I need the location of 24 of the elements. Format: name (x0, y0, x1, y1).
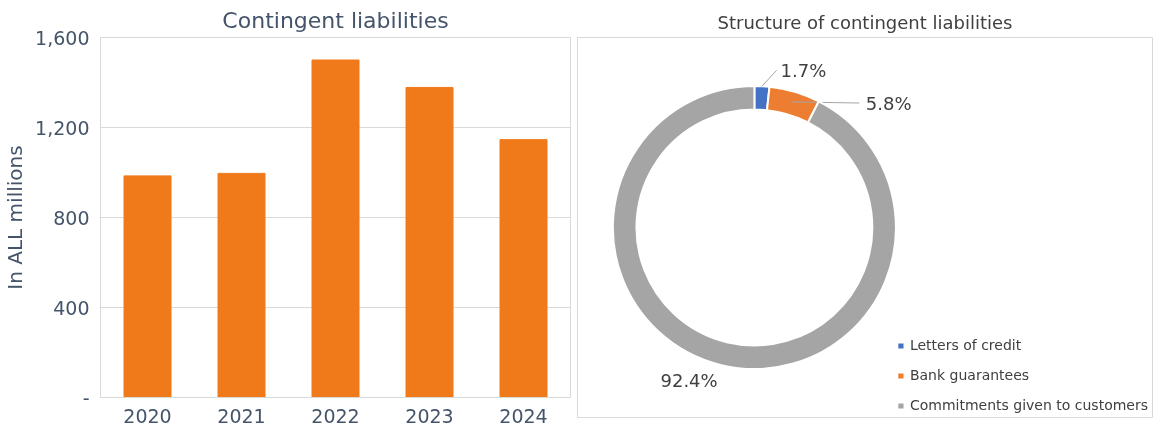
y-tick-label: - (82, 386, 90, 409)
bar (123, 175, 172, 398)
data-label: 92.4% (660, 369, 718, 391)
bar (499, 139, 548, 398)
y-tick-label: 1,600 (35, 26, 90, 49)
x-tick-label: 2020 (123, 404, 172, 427)
legend-label: Commitments given to customers (909, 397, 1148, 413)
bar (311, 59, 360, 398)
x-tick-label: 2023 (405, 404, 454, 427)
y-tick-label: 800 (53, 206, 90, 229)
x-tick-label: 2021 (217, 404, 266, 427)
data-label: 5.8% (865, 92, 912, 114)
chart-title: Contingent liabilities (222, 7, 449, 33)
legend-label: Bank guarantees (909, 367, 1030, 383)
bar (217, 172, 266, 398)
data-label: 1.7% (780, 59, 827, 81)
x-tick-label: 2024 (499, 404, 548, 427)
y-tick-label: 400 (53, 296, 90, 319)
x-tick-label: 2022 (311, 404, 360, 427)
bar (405, 86, 454, 398)
legend-label: Letters of credit (909, 337, 1022, 353)
y-tick-label: 1,200 (35, 116, 90, 139)
y-axis-title: In ALL millions (3, 145, 28, 290)
chart-title: Structure of contingent liabilities (717, 11, 1013, 33)
